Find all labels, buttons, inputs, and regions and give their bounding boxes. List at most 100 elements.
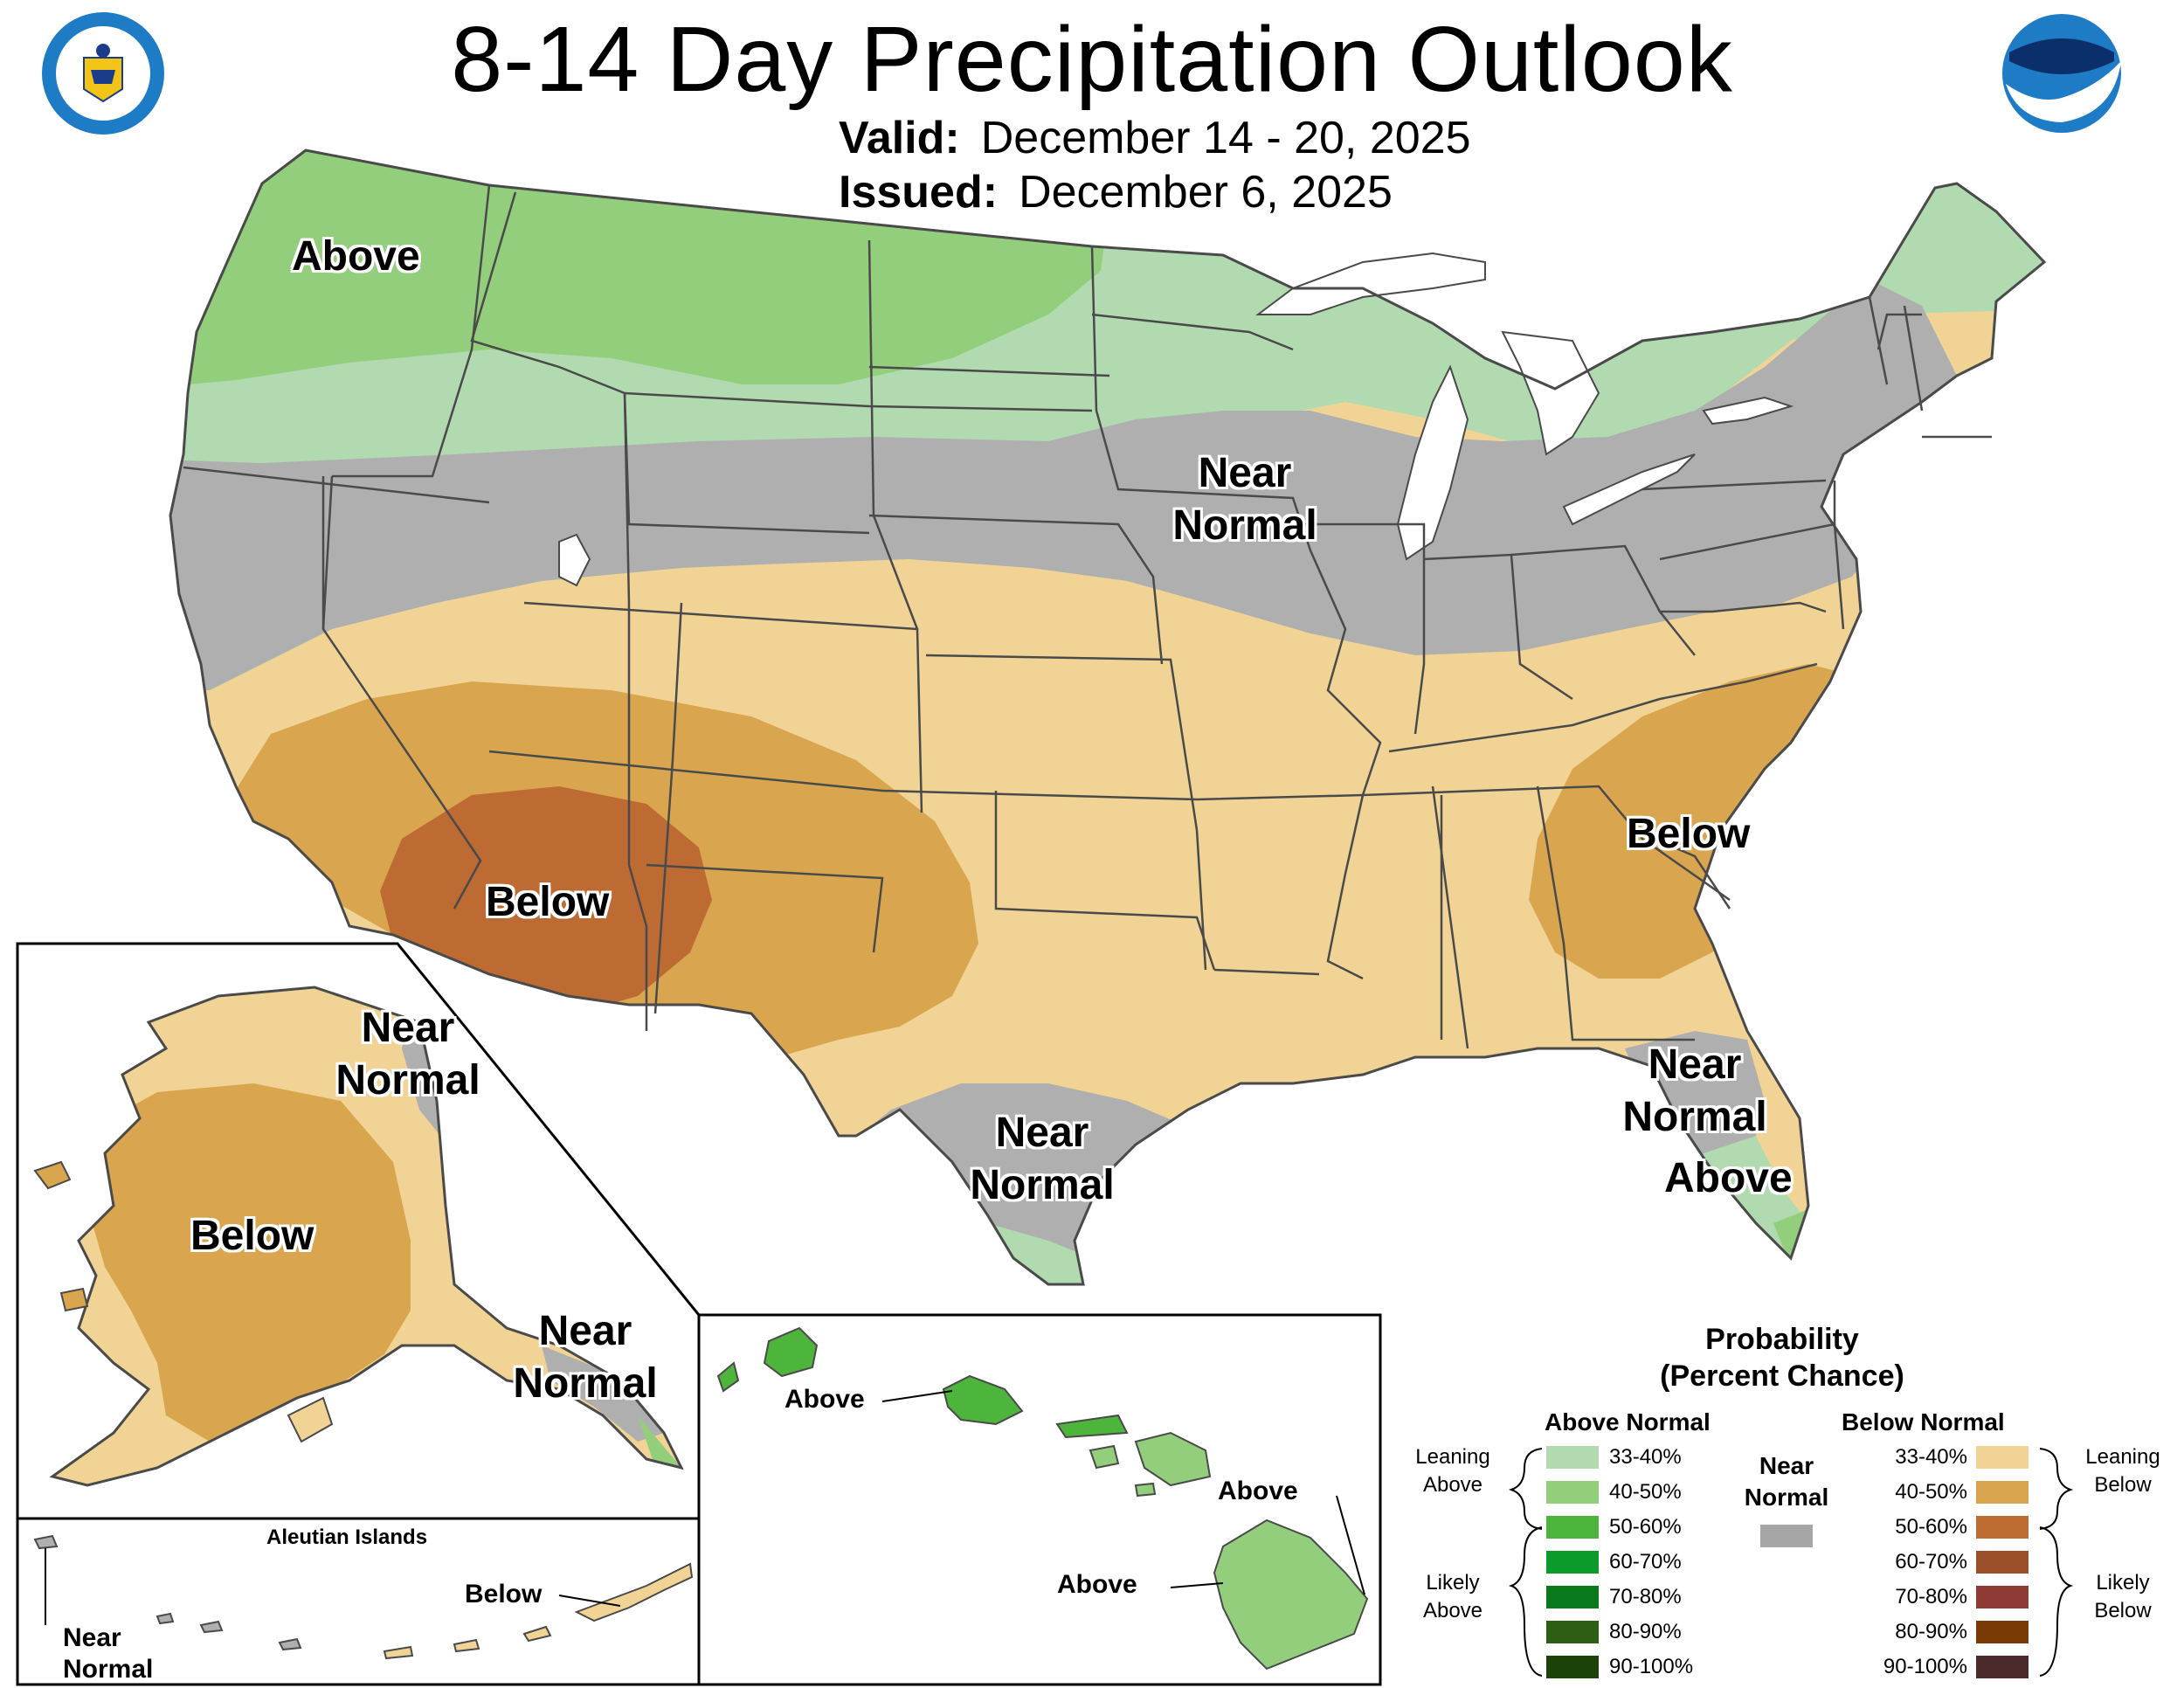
lake-erie [1562,453,1696,526]
aleut-near-3 [278,1637,302,1651]
label-tx-near-1: Near [995,1110,1089,1156]
hi-kahoolawe [1134,1482,1157,1498]
hi-pointer-3 [1170,1582,1224,1588]
conus-below-moderate-se [1529,664,1852,979]
legend-swatch-below-4 [1976,1586,2028,1608]
legend-label-below-6: 90-100% [1883,1655,1967,1678]
label-nw-above: Above [292,233,420,280]
legend-swatch-above-0 [1546,1446,1599,1469]
aleutian-inset-frame [16,1517,701,1686]
hawaii-inset [697,1313,1382,1686]
label-fl-near-2: Normal [1622,1094,1767,1140]
map-title: 8-14 Day Precipitation Outlook [451,8,1733,111]
legend-above-header: Above Normal [1545,1408,1711,1435]
conus-outline [169,149,2047,1286]
label-hi-above-3: Above [1057,1570,1137,1599]
legend-title: Probability (Percent Chance) [1599,1321,1966,1394]
legend-leaning-below: Leaning Below [2085,1445,2160,1497]
ak-near-normal-se [542,1346,664,1442]
label-ak-near-2: Normal [335,1057,480,1103]
valid-value: December 14 - 20, 2025 [980,113,1471,163]
label-tx-near-2: Normal [970,1162,1115,1208]
legend-likely-above: Likely Above [1422,1571,1483,1622]
legend-swatch-above-4 [1546,1586,1599,1608]
hi-maui [1134,1431,1212,1487]
hawaii-inset-frame [697,1313,1382,1686]
legend-label-below-0: 33-40% [1895,1445,1967,1469]
ak-above-se [638,1415,681,1468]
ak-island-stlawrence [33,1160,72,1190]
hi-lanai [1089,1444,1120,1470]
label-sw-below: Below [486,879,610,925]
legend-swatch-below-5 [1976,1621,2028,1643]
legend-leaning-above: Leaning Above [1415,1445,1490,1497]
legend-label-above-0: 33-40% [1609,1445,1682,1469]
legend-swatch-above-2 [1546,1516,1599,1539]
ak-kodiak [287,1396,334,1443]
lake-ontario [1702,396,1794,425]
legend-label-above-4: 70-80% [1609,1585,1682,1608]
legend-label-below-5: 80-90% [1895,1620,1967,1643]
label-aleut-near-1: Near [63,1623,121,1652]
hi-kauai [763,1326,819,1378]
legend-label-below-4: 70-80% [1895,1585,1967,1608]
label-central-near-1: Near [1198,450,1292,496]
aleut-chain-east [574,1562,694,1622]
great-lakes [558,252,1794,587]
hi-pointer-2 [1336,1495,1365,1595]
label-hi-above-2: Above [1218,1477,1298,1505]
legend-likely-below: Likely Below [2094,1571,2152,1622]
label-fl-above: Above [1664,1155,1793,1201]
label-se-below: Below [1627,811,1751,857]
label-ak-near-1: Near [361,1005,455,1051]
ak-below-moderate [79,1083,411,1442]
hi-molokai [1055,1414,1129,1439]
aleutian-inset [16,1517,701,1686]
conus-above-moderate-zone [170,150,1136,402]
conus-near-normal-fl [1625,1031,1765,1162]
state-borders [183,184,1992,1049]
legend-swatch-below-0 [1976,1446,2028,1469]
label-aleut-below: Below [465,1580,543,1608]
hi-oahu [942,1374,1024,1426]
issued-label: Issued: [839,167,999,218]
legend-swatch-below-6 [1976,1656,2028,1678]
aleut-near-1 [33,1534,59,1550]
doc-seal-logo [42,12,164,135]
ak-island-nunivak [59,1287,89,1312]
issued-value: December 6, 2025 [1019,167,1393,218]
label-hi-above-1: Above [784,1385,865,1414]
hi-pointer-1 [881,1390,953,1402]
lake-superior [1255,252,1486,315]
conus-above-tx-tip [987,1223,1092,1284]
aleutian-title: Aleutian Islands [266,1525,428,1549]
legend-swatch-above-5 [1546,1621,1599,1643]
legend-title-2: (Percent Chance) [1660,1359,1904,1393]
legend-label-below-2: 50-60% [1895,1515,1967,1539]
label-central-near-2: Normal [1172,502,1317,549]
legend-label-above-5: 80-90% [1609,1620,1682,1643]
label-ak-se-near-1: Near [538,1308,632,1354]
valid-label: Valid: [839,113,960,163]
legend-label-above-3: 60-70% [1609,1550,1682,1574]
conus-near-normal-zone [170,280,1957,699]
legend-swatch-below-3 [1976,1551,2028,1574]
issued-line: Issued: December 6, 2025 [839,166,1393,218]
legend-below-header: Below Normal [1842,1408,2005,1435]
aleut-east-1 [522,1625,552,1643]
label-aleut-near-2: Normal [63,1655,154,1684]
lake-michigan [1396,364,1469,561]
aleut-east-3 [383,1645,414,1660]
alaska-outline [49,986,684,1487]
noaa-logo [2002,14,2121,133]
aleut-near-4 [156,1612,175,1625]
legend-near-normal: Near Normal [1744,1452,1829,1511]
legend-label-below-1: 40-50% [1895,1480,1967,1504]
hi-niihau [716,1361,740,1393]
legend-swatch-above-6 [1546,1656,1599,1678]
label-ak-se-near-2: Normal [513,1360,658,1407]
legend-swatch-below-2 [1976,1516,2028,1539]
legend-label-below-3: 60-70% [1895,1550,1967,1574]
aleut-east-2 [453,1638,480,1653]
